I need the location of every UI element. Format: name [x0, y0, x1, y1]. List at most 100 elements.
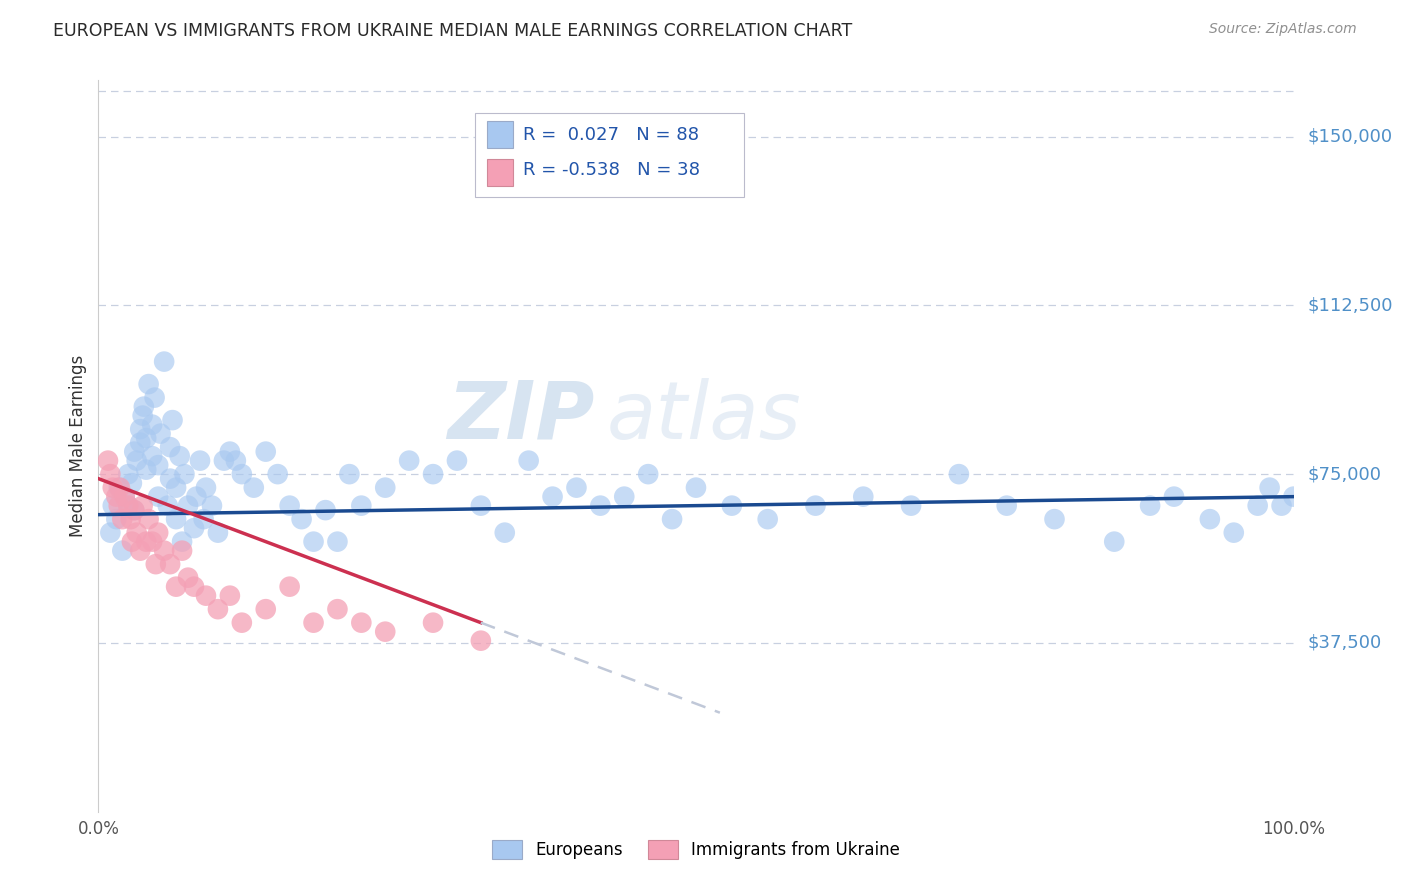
- Text: $112,500: $112,500: [1308, 296, 1393, 314]
- FancyBboxPatch shape: [475, 113, 744, 197]
- Point: [804, 499, 827, 513]
- Point: [162, 413, 184, 427]
- Point: [231, 467, 253, 482]
- Point: [685, 481, 707, 495]
- Point: [254, 444, 277, 458]
- Point: [326, 602, 349, 616]
- Point: [243, 481, 266, 495]
- Point: [186, 490, 208, 504]
- Text: $150,000: $150,000: [1308, 128, 1393, 145]
- Point: [267, 467, 290, 482]
- Point: [114, 490, 136, 504]
- Point: [98, 525, 122, 540]
- Bar: [486, 159, 513, 186]
- Point: [1258, 481, 1281, 495]
- Point: [589, 499, 612, 513]
- Point: [1223, 525, 1246, 540]
- Point: [541, 490, 564, 504]
- Bar: [486, 120, 513, 148]
- Point: [135, 431, 157, 445]
- Text: R = -0.538   N = 38: R = -0.538 N = 38: [523, 161, 700, 178]
- Point: [159, 440, 181, 454]
- Point: [188, 453, 211, 467]
- Point: [231, 615, 253, 630]
- Point: [374, 624, 396, 639]
- Point: [470, 633, 492, 648]
- Point: [350, 499, 373, 513]
- Point: [124, 503, 146, 517]
- Point: [105, 512, 128, 526]
- Text: $75,000: $75,000: [1308, 465, 1382, 483]
- Point: [148, 458, 170, 472]
- Point: [124, 503, 146, 517]
- Point: [1104, 534, 1126, 549]
- Point: [254, 602, 277, 616]
- Point: [302, 615, 325, 630]
- Point: [124, 444, 146, 458]
- Point: [165, 580, 187, 594]
- Point: [278, 499, 301, 513]
- Point: [1163, 490, 1185, 504]
- Point: [315, 503, 337, 517]
- Text: R =  0.027   N = 88: R = 0.027 N = 88: [523, 127, 699, 145]
- Point: [398, 453, 420, 467]
- Point: [120, 512, 142, 526]
- Point: [302, 534, 325, 549]
- Point: [148, 490, 170, 504]
- Point: [613, 490, 636, 504]
- Point: [101, 481, 124, 495]
- Point: [517, 453, 540, 467]
- Text: atlas: atlas: [606, 377, 801, 456]
- Point: [637, 467, 659, 482]
- Point: [129, 543, 152, 558]
- Point: [183, 521, 205, 535]
- Point: [153, 543, 176, 558]
- Point: [135, 534, 157, 549]
- Point: [159, 557, 181, 571]
- Point: [446, 453, 468, 467]
- Point: [219, 444, 242, 458]
- Text: Source: ZipAtlas.com: Source: ZipAtlas.com: [1209, 22, 1357, 37]
- Point: [278, 580, 301, 594]
- Point: [149, 426, 172, 441]
- Point: [721, 499, 744, 513]
- Text: EUROPEAN VS IMMIGRANTS FROM UKRAINE MEDIAN MALE EARNINGS CORRELATION CHART: EUROPEAN VS IMMIGRANTS FROM UKRAINE MEDI…: [53, 22, 852, 40]
- Point: [193, 512, 215, 526]
- Point: [350, 615, 373, 630]
- Point: [1282, 490, 1305, 504]
- Point: [422, 615, 444, 630]
- Point: [177, 499, 200, 513]
- Point: [132, 400, 155, 414]
- Point: [1043, 512, 1066, 526]
- Point: [129, 422, 152, 436]
- Point: [141, 417, 163, 432]
- Point: [135, 462, 157, 476]
- Point: [169, 449, 191, 463]
- Text: ZIP: ZIP: [447, 377, 595, 456]
- Point: [156, 499, 179, 513]
- Point: [995, 499, 1018, 513]
- Point: [470, 499, 492, 513]
- Point: [900, 499, 922, 513]
- Point: [1271, 499, 1294, 513]
- Point: [291, 512, 314, 526]
- Point: [117, 499, 139, 513]
- Point: [117, 499, 139, 513]
- Point: [145, 557, 167, 571]
- Point: [148, 525, 170, 540]
- Point: [111, 512, 134, 526]
- Point: [661, 512, 683, 526]
- Point: [212, 453, 235, 467]
- Point: [1139, 499, 1161, 513]
- Point: [172, 534, 194, 549]
- Point: [101, 499, 124, 513]
- Point: [422, 467, 444, 482]
- Point: [114, 490, 136, 504]
- Point: [125, 453, 148, 467]
- Point: [177, 571, 200, 585]
- Point: [108, 481, 131, 495]
- Point: [565, 481, 588, 495]
- Point: [105, 490, 128, 504]
- Point: [143, 391, 166, 405]
- Point: [173, 467, 195, 482]
